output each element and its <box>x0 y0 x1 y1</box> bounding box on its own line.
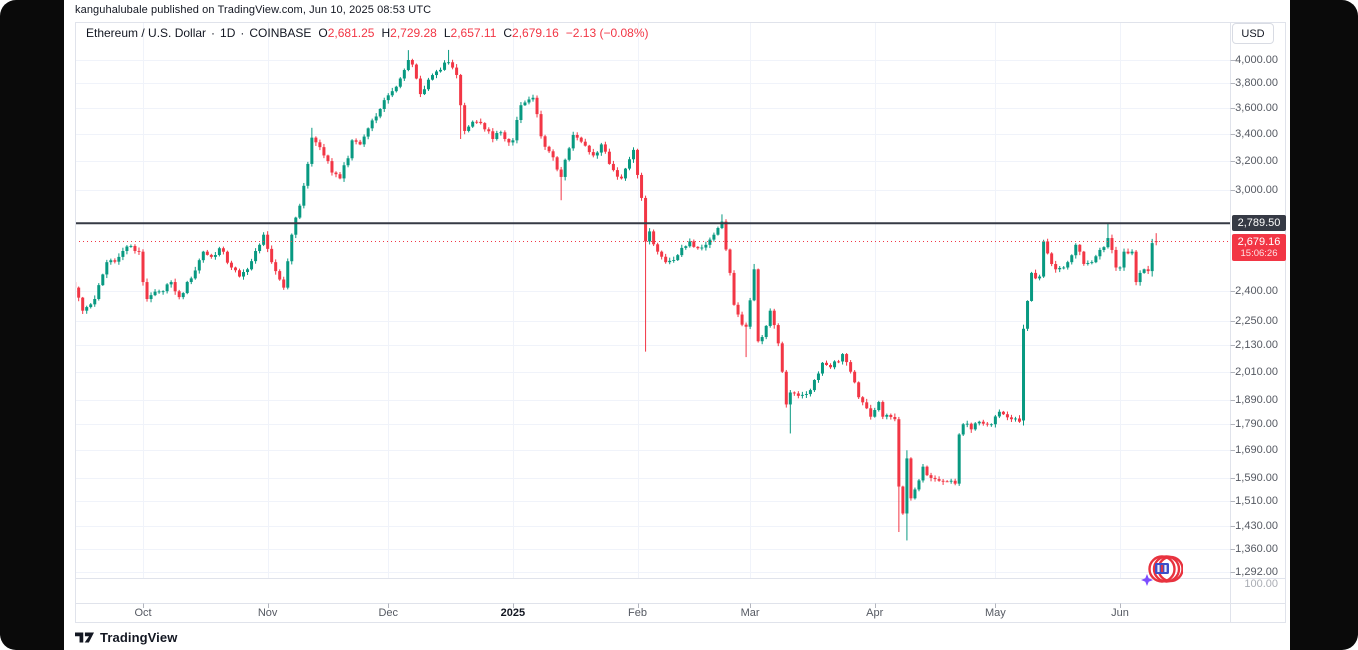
clipped-axis-label: 100.00 <box>1244 578 1278 590</box>
exchange-name: COINBASE <box>249 26 312 40</box>
price-axis-label: 3,200.00 <box>1235 155 1278 168</box>
price-axis-label: 3,400.00 <box>1235 127 1278 140</box>
price-axis-label: 1,430.00 <box>1235 519 1278 532</box>
price-axis-label: 1,590.00 <box>1235 471 1278 484</box>
symbol-name: Ethereum / U.S. Dollar <box>86 26 207 40</box>
currency-unit-button[interactable]: USD <box>1232 23 1274 44</box>
price-axis-label: 3,000.00 <box>1235 184 1278 197</box>
time-axis[interactable] <box>75 604 1286 623</box>
footer: TradingView <box>75 630 177 645</box>
time-axis-label: Dec <box>378 607 399 619</box>
price-axis-label: 2,130.00 <box>1235 339 1278 352</box>
price-axis-label: 2,400.00 <box>1235 285 1278 298</box>
time-axis-label: Apr <box>866 607 884 619</box>
last-price-label: 2,679.16 15:06:26 <box>1232 233 1286 261</box>
last-price-value: 2,679.16 <box>1237 235 1281 248</box>
price-axis-label: 1,790.00 <box>1235 418 1278 431</box>
time-axis-label: Mar <box>740 607 760 619</box>
attribution-text: kanguhalubale published on TradingView.c… <box>75 4 432 16</box>
price-axis-label: 4,000.00 <box>1235 54 1278 66</box>
candlestick-chart[interactable] <box>64 0 1290 650</box>
price-axis-label: 1,890.00 <box>1235 393 1278 406</box>
time-axis-label: Nov <box>257 607 278 619</box>
price-axis-label: 3,600.00 <box>1235 101 1278 114</box>
time-axis-label: Feb <box>628 607 648 619</box>
price-axis-label: 1,360.00 <box>1235 542 1278 555</box>
price-axis-label: 1,510.00 <box>1235 495 1278 508</box>
price-axis-label: 2,250.00 <box>1235 314 1278 327</box>
price-axis[interactable] <box>1231 23 1286 578</box>
badge-icon <box>1141 555 1183 586</box>
chart-card: kanguhalubale published on TradingView.c… <box>64 0 1290 650</box>
price-axis-label: 3,800.00 <box>1235 77 1278 90</box>
ohlc-legend: Ethereum / U.S. Dollar · 1D · COINBASE O2,681… <box>86 26 649 40</box>
open-label: O <box>318 26 328 40</box>
bar-countdown: 15:06:26 <box>1240 247 1278 259</box>
low-value: 2,657.11 <box>450 26 497 40</box>
price-axis-label: 1,292.00 <box>1235 565 1278 578</box>
close-label: C <box>503 26 513 40</box>
tradingview-logo-icon[interactable] <box>75 631 94 644</box>
price-axis-label: 1,690.00 <box>1235 444 1278 457</box>
separator-dot: · <box>240 26 245 40</box>
change-value: −2.13 (−0.08%) <box>565 26 649 40</box>
separator-dot: · <box>211 26 216 40</box>
price-axis-label: 2,010.00 <box>1235 365 1278 378</box>
level-price-label: 2,789.50 <box>1232 215 1286 232</box>
open-value: 2,681.25 <box>327 26 375 40</box>
low-label: L <box>443 26 451 40</box>
timeframe: 1D <box>220 26 236 40</box>
high-label: H <box>381 26 391 40</box>
time-axis-label: Oct <box>134 607 152 619</box>
time-axis-label: 2025 <box>500 607 526 619</box>
time-axis-label: Jun <box>1111 607 1129 619</box>
tradingview-brand[interactable]: TradingView <box>100 630 178 645</box>
time-axis-label: May <box>984 607 1006 619</box>
close-value: 2,679.16 <box>512 26 559 40</box>
high-value: 2,729.28 <box>390 26 437 40</box>
